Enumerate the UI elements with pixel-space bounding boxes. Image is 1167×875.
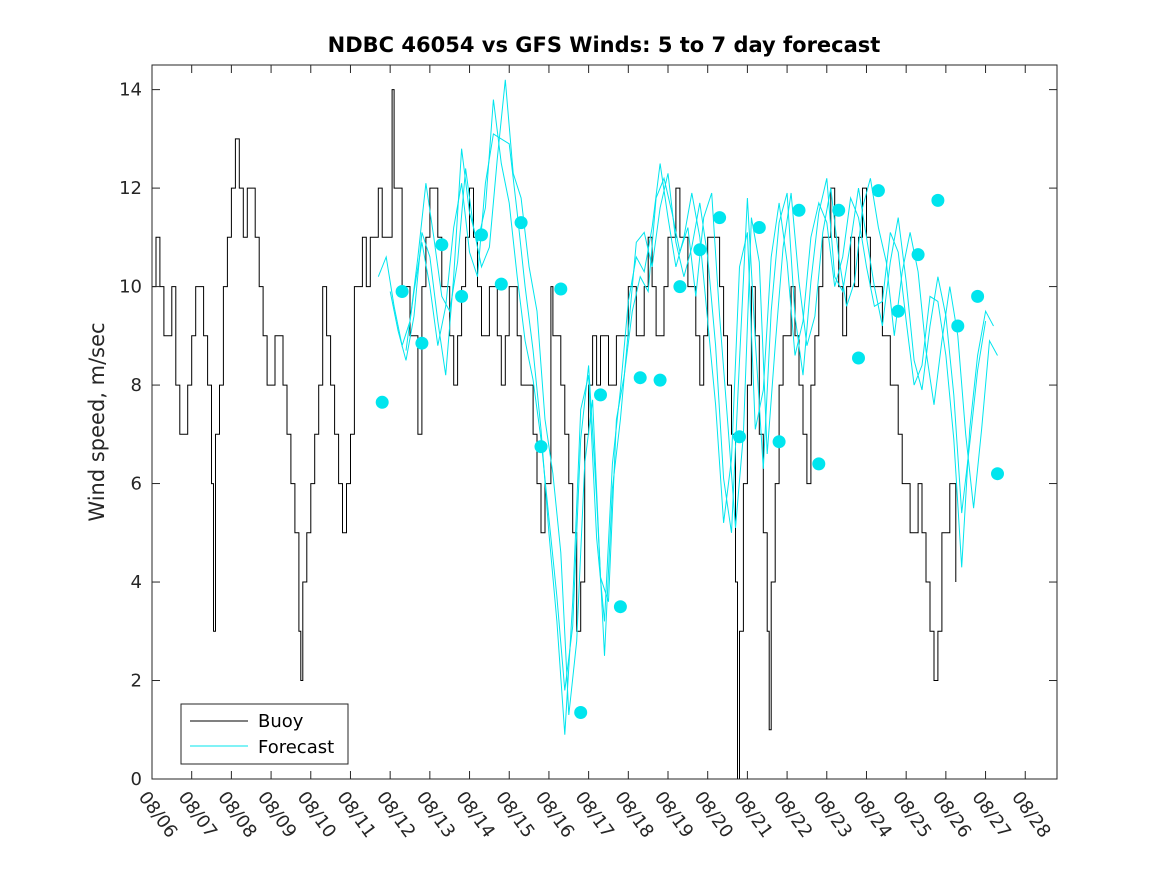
y-tick-label: 12 <box>119 178 142 199</box>
forecast-marker <box>891 304 905 318</box>
forecast-marker <box>752 221 766 234</box>
forecast-marker <box>951 319 965 333</box>
forecast-marker <box>693 243 707 257</box>
legend: Buoy Forecast <box>180 703 349 765</box>
buoy-line <box>152 89 957 780</box>
y-tick-label: 6 <box>131 474 142 495</box>
buoy-series <box>152 89 957 780</box>
forecast-marker <box>633 371 647 385</box>
forecast-marker <box>971 289 985 303</box>
forecast-marker <box>395 285 409 298</box>
y-tick-label: 14 <box>119 80 142 101</box>
forecast-marker <box>991 467 1004 481</box>
y-tick-label: 10 <box>119 277 142 298</box>
forecast-marker <box>534 440 548 454</box>
legend-box <box>180 703 349 765</box>
y-axis: 0 2 4 6 8 10 12 14 <box>119 80 1057 790</box>
y-tick-label: 8 <box>131 375 142 396</box>
forecast-marker <box>871 184 885 198</box>
forecast-marker <box>673 280 687 294</box>
forecast-marker <box>653 373 667 387</box>
y-tick-label: 0 <box>131 769 142 790</box>
forecast-line <box>377 79 998 716</box>
forecast-marker <box>435 238 449 252</box>
plot-frame <box>151 64 1058 780</box>
forecast-marker <box>713 211 727 225</box>
plot-area <box>152 65 1057 779</box>
y-axis-label: Wind speed, m/sec <box>85 322 109 521</box>
forecast-marker <box>852 351 865 365</box>
forecast-marker <box>494 277 508 291</box>
forecast-series <box>377 79 998 735</box>
y-tick-label: 2 <box>131 671 142 692</box>
forecast-marker <box>415 336 429 350</box>
legend-label-forecast: Forecast <box>258 737 334 758</box>
forecast-line <box>389 99 987 691</box>
forecast-line <box>405 133 994 735</box>
forecast-marker <box>772 435 786 449</box>
forecast-marker <box>613 600 627 614</box>
forecast-marker <box>792 203 806 217</box>
forecast-marker <box>375 395 389 409</box>
forecast-marker <box>911 248 925 262</box>
forecast-marker <box>931 193 945 207</box>
forecast-marker <box>733 430 746 444</box>
forecast-marker <box>812 457 826 471</box>
forecast-marker <box>455 289 469 303</box>
forecast-marker <box>594 388 607 402</box>
y-tick-label: 4 <box>131 572 142 593</box>
chart-title: NDBC 46054 vs GFS Winds: 5 to 7 day fore… <box>328 33 881 57</box>
forecast-marker <box>832 203 846 217</box>
forecast-markers <box>375 184 1004 719</box>
forecast-marker <box>475 228 488 242</box>
legend-label-buoy: Buoy <box>258 711 304 732</box>
forecast-marker <box>554 282 568 296</box>
forecast-marker <box>574 706 588 719</box>
forecast-marker <box>514 216 528 230</box>
